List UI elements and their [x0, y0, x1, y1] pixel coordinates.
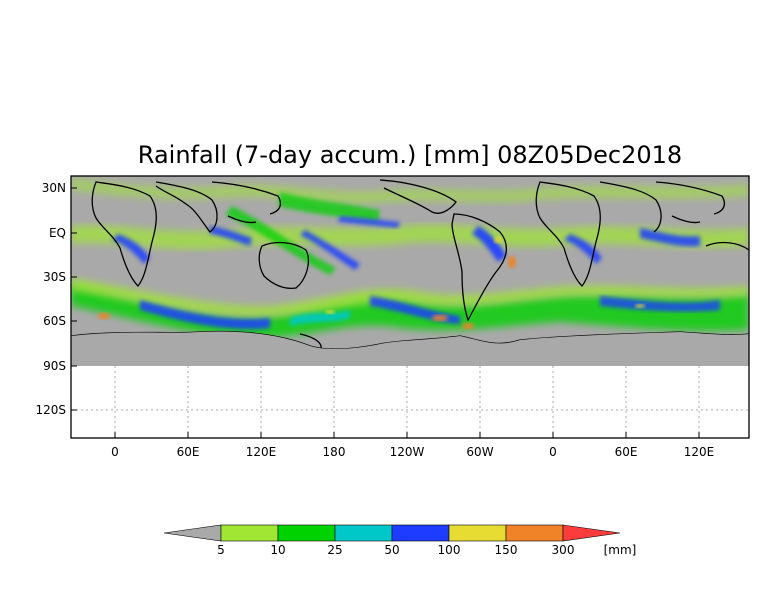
y-tick-label: 30S	[43, 270, 66, 284]
x-tick-label: 120E	[246, 445, 277, 459]
colorbar-segment	[505, 524, 564, 542]
y-tick-label: 90S	[43, 359, 66, 373]
colorbar-high-arrow	[562, 524, 621, 542]
y-tick-label: 120S	[35, 403, 66, 417]
x-tick-label: 180	[323, 445, 346, 459]
colorbar-label: 5	[217, 543, 225, 557]
colorbar-segment	[448, 524, 507, 542]
colorbar-segment	[220, 524, 279, 542]
x-tick-label: 120W	[390, 445, 425, 459]
x-axis: 0 60E 120E 180 120W 60W 0 60E 120E	[111, 432, 714, 459]
grid-lines	[71, 366, 749, 438]
y-axis: 30N EQ 30S 60S 90S 120S	[35, 181, 77, 417]
x-tick-label: 0	[549, 445, 557, 459]
x-tick-label: 0	[111, 445, 119, 459]
colorbar-label: 10	[270, 543, 285, 557]
y-tick-label: 60S	[43, 314, 66, 328]
x-tick-label: 60E	[177, 445, 200, 459]
colorbar: 5 10 25 50 100 150 300 [mm]	[163, 524, 637, 557]
colorbar-label: 100	[438, 543, 461, 557]
colorbar-unit: [mm]	[604, 543, 637, 557]
colorbar-low-arrow	[163, 524, 222, 542]
rainfall-field	[71, 178, 749, 338]
antarctica-region	[71, 331, 749, 366]
colorbar-label: 50	[384, 543, 399, 557]
map-title: Rainfall (7-day accum.) [mm] 08Z05Dec201…	[138, 141, 682, 169]
colorbar-label: 25	[327, 543, 342, 557]
x-tick-label: 120E	[684, 445, 715, 459]
y-tick-label: 30N	[42, 181, 66, 195]
colorbar-label: 150	[495, 543, 518, 557]
x-tick-label: 60W	[466, 445, 493, 459]
colorbar-label: 300	[552, 543, 575, 557]
colorbar-segment	[277, 524, 336, 542]
x-tick-label: 60E	[615, 445, 638, 459]
colorbar-segment	[334, 524, 393, 542]
y-tick-label: EQ	[49, 226, 66, 240]
colorbar-segment	[391, 524, 450, 542]
map-frame	[70, 175, 750, 439]
